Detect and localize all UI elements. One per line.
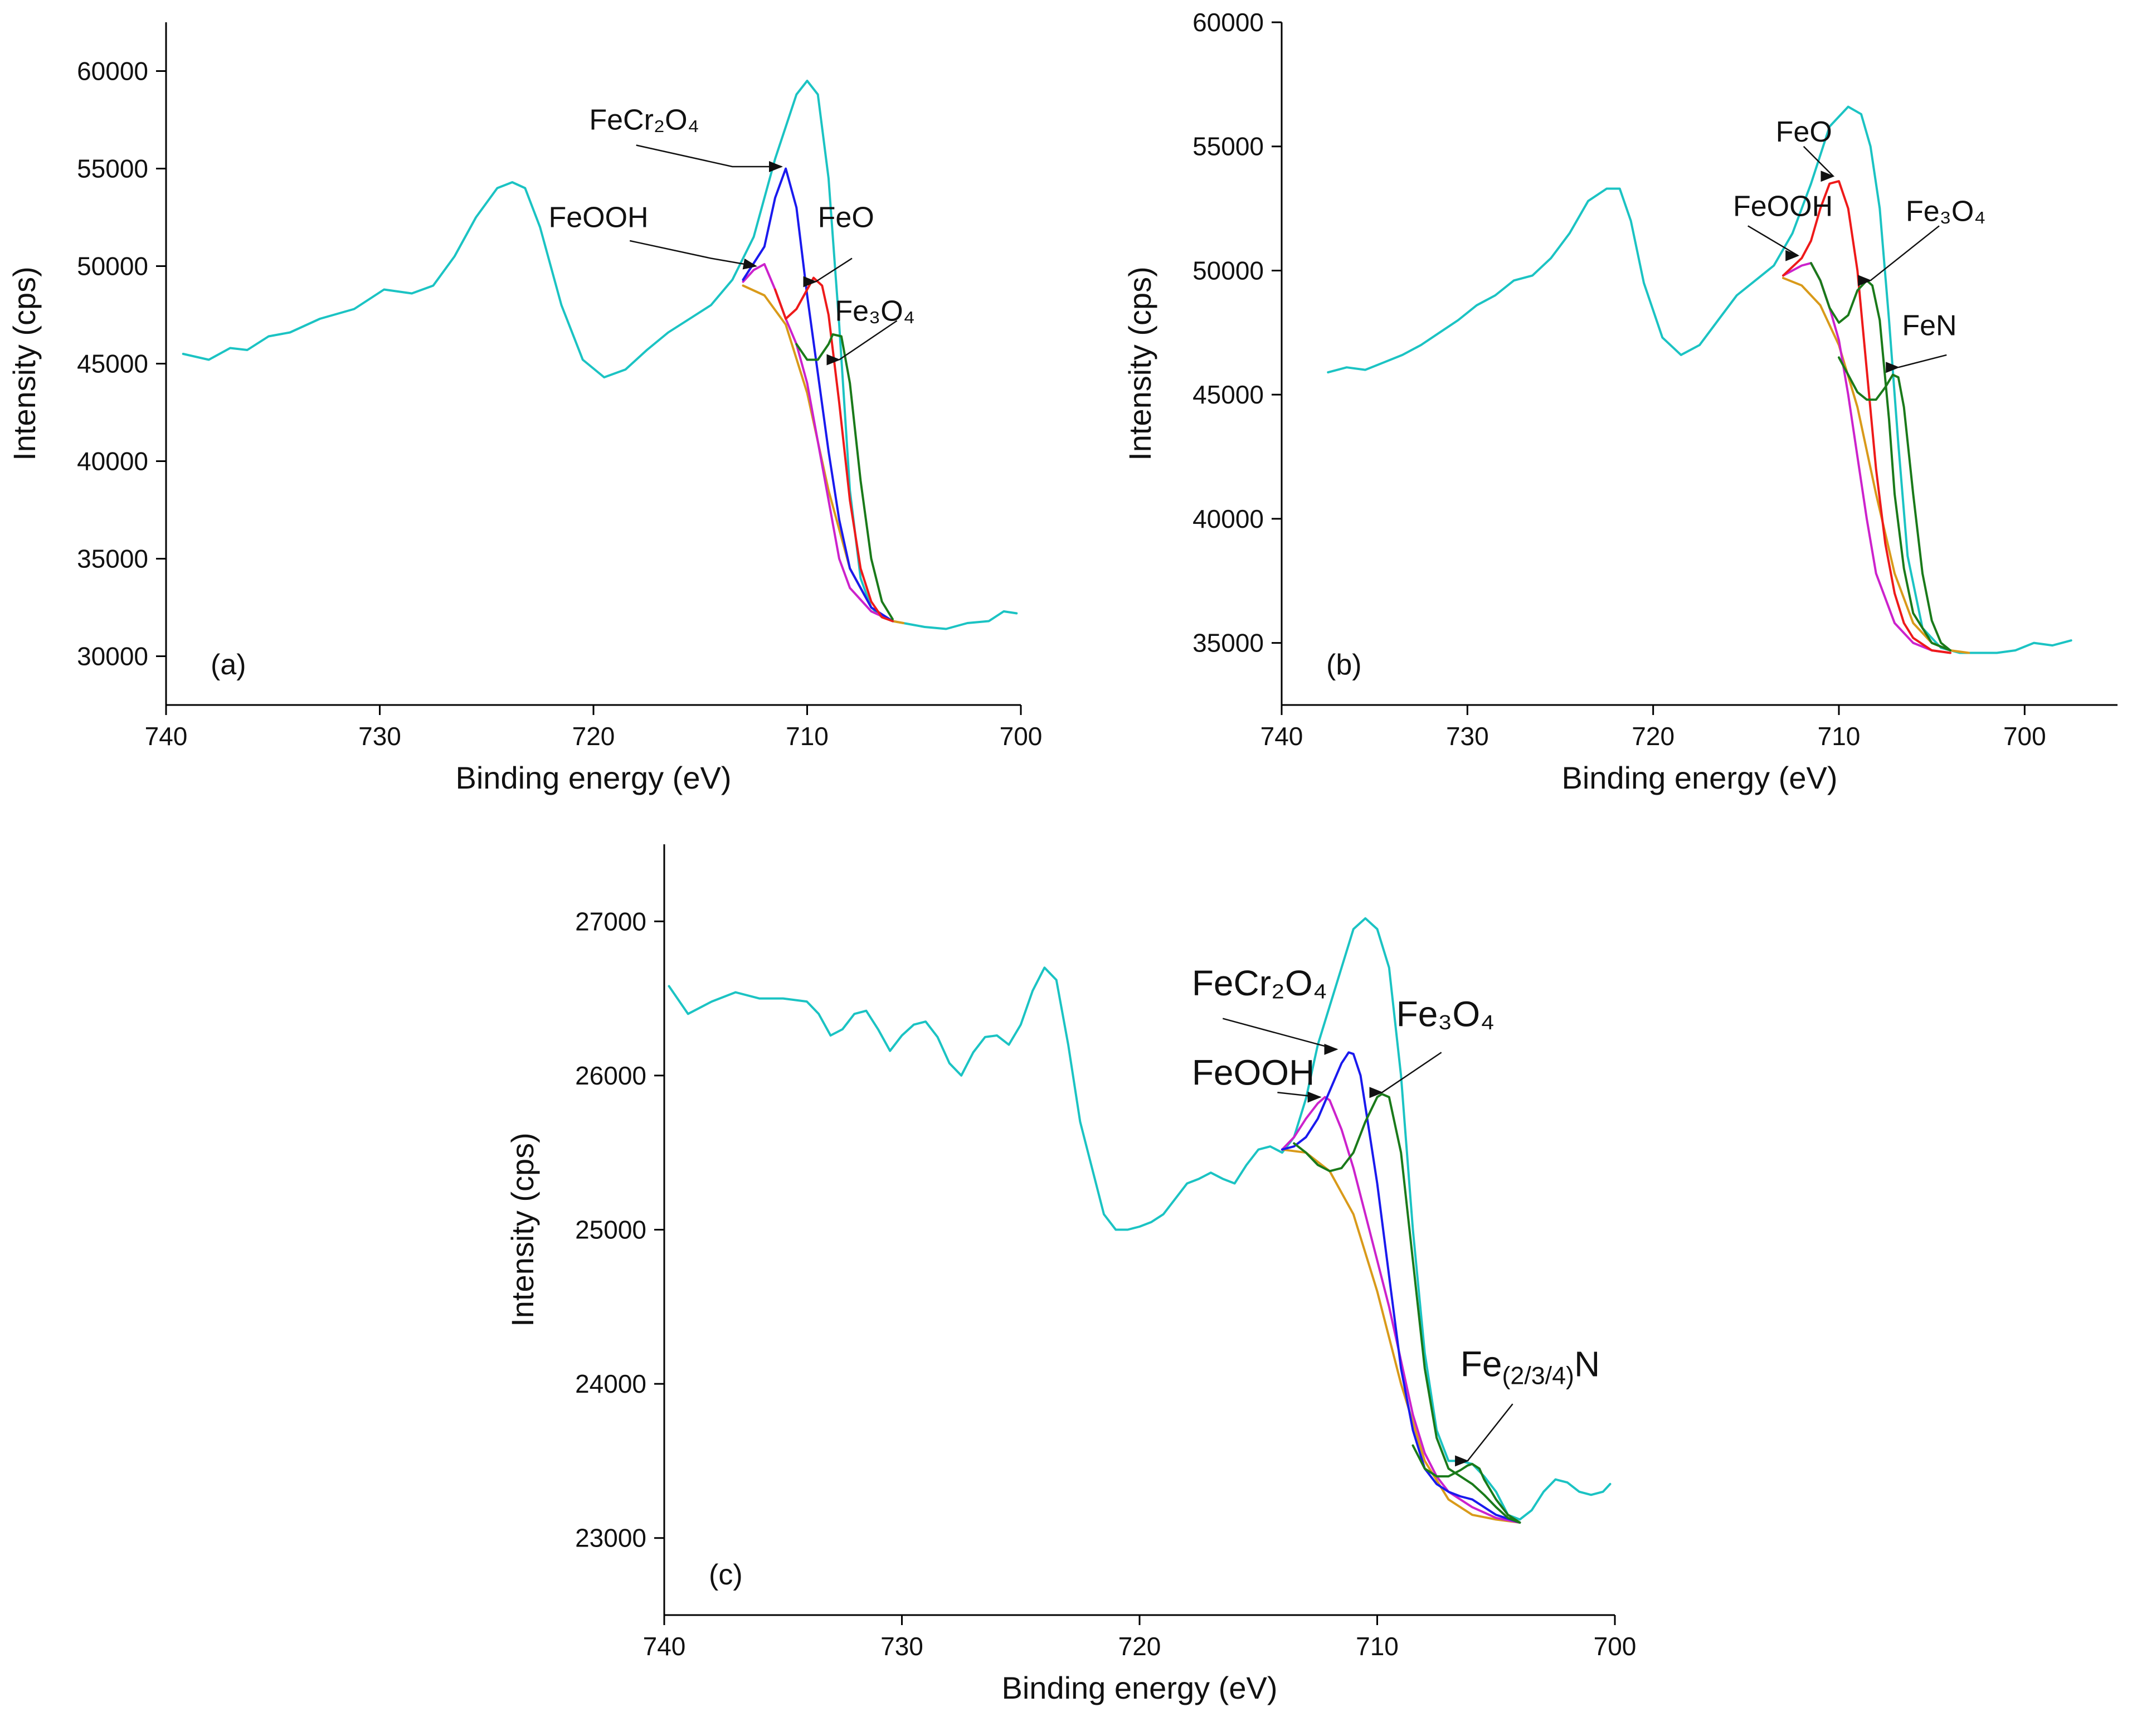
- x-tick-label: 740: [643, 1632, 686, 1661]
- series-envelope: [182, 80, 1018, 630]
- series-fe3o4: [795, 333, 894, 620]
- annotation-label: FeOOH: [1733, 190, 1833, 222]
- y-tick-label: 45000: [77, 349, 148, 378]
- series-fe-2-3-4-n: [1411, 1444, 1521, 1524]
- y-axis-title: Intensity (cps): [7, 266, 42, 461]
- x-tick-label: 740: [145, 722, 188, 751]
- x-tick-label: 730: [880, 1632, 923, 1661]
- y-tick-label: 60000: [1192, 8, 1264, 37]
- annotation-label: Fe₃O₄: [1396, 994, 1495, 1034]
- annotation-label: Fe₃O₄: [1906, 195, 1986, 227]
- annotation-arrow: [629, 240, 757, 270]
- y-tick-label: 26000: [575, 1061, 646, 1090]
- annotation-label: FeCr₂O₄: [589, 104, 699, 137]
- annotation-arrow: [1897, 354, 1947, 370]
- annotation-arrow: [814, 257, 853, 283]
- panel-label: (a): [211, 649, 246, 681]
- y-tick-label: 45000: [1192, 380, 1264, 409]
- y-tick-label: 27000: [575, 907, 646, 936]
- x-axis-title: Binding energy (eV): [456, 760, 732, 795]
- annotation-label: FeO: [1776, 116, 1832, 148]
- x-tick-label: 720: [1118, 1632, 1161, 1661]
- annotation-arrow: [1277, 1090, 1322, 1102]
- series-envelope: [668, 917, 1612, 1521]
- series-fe3o4: [1293, 1093, 1521, 1524]
- y-tick-label: 23000: [575, 1524, 646, 1553]
- x-axis-title: Binding energy (eV): [1562, 760, 1838, 795]
- y-tick-label: 24000: [575, 1369, 646, 1398]
- x-tick-label: 730: [1446, 722, 1489, 751]
- annotation-arrow: [838, 320, 898, 361]
- x-tick-label: 710: [786, 722, 829, 751]
- panel-a: 740 730 720 710 700 30000 35000 40000 45000 50000…: [7, 22, 1042, 795]
- y-tick-label: 35000: [77, 544, 148, 573]
- x-tick-label: 730: [358, 722, 401, 751]
- series-envelope: [1327, 105, 2072, 654]
- x-tick-label: 700: [1000, 722, 1043, 751]
- x-tick-label: 700: [2003, 722, 2046, 751]
- annotation-arrow: [636, 144, 783, 172]
- series-background: [742, 284, 905, 624]
- panel-label: (c): [709, 1559, 743, 1591]
- x-axis-title: Binding energy (eV): [1002, 1670, 1278, 1705]
- series-feo: [774, 276, 894, 623]
- annotation-arrow: [1748, 225, 1799, 256]
- series-background: [1281, 1148, 1521, 1524]
- panel-b: 740 730 720 710 700 35000 40000 45000 50000 55000…: [1122, 8, 2118, 795]
- annotation-arrow: [1803, 145, 1834, 177]
- series-fecr2o4: [742, 167, 894, 623]
- x-tick-label: 720: [572, 722, 615, 751]
- series-feooh: [742, 263, 894, 623]
- annotation-label: FeCr₂O₄: [1192, 963, 1327, 1003]
- y-tick-label: 35000: [1192, 629, 1264, 658]
- y-tick-label: 30000: [77, 642, 148, 671]
- y-tick-label: 50000: [1192, 256, 1264, 285]
- annotation-arrow: [1869, 225, 1940, 281]
- annotation-label: FeOOH: [548, 202, 648, 234]
- annotation-arrow: [1222, 1018, 1338, 1052]
- annotation-label: Fe₃O₄: [835, 295, 915, 328]
- x-tick-label: 720: [1632, 722, 1675, 751]
- series-fen: [1838, 356, 1951, 651]
- y-axis-title: Intensity (cps): [505, 1132, 540, 1327]
- y-axis-title: Intensity (cps): [1122, 266, 1157, 461]
- annotation-label: FeOOH: [1192, 1052, 1315, 1092]
- annotation-arrow: [1467, 1403, 1513, 1462]
- y-tick-label: 25000: [575, 1215, 646, 1244]
- panel-c: 740 730 720 710 700 23000 24000 25000 26000 27000…: [505, 844, 1636, 1705]
- annotation-arrow: [1380, 1052, 1442, 1093]
- series-fe3o4: [1810, 262, 1951, 651]
- x-tick-label: 700: [1594, 1632, 1637, 1661]
- y-tick-label: 40000: [1192, 504, 1264, 533]
- y-tick-label: 40000: [77, 447, 148, 476]
- x-tick-label: 710: [1356, 1632, 1399, 1661]
- series-feo: [1782, 180, 1951, 654]
- panel-label: (b): [1326, 649, 1362, 681]
- annotation-label: FeN: [1902, 309, 1956, 342]
- y-tick-label: 55000: [1192, 132, 1264, 161]
- x-tick-label: 710: [1818, 722, 1861, 751]
- y-tick-label: 50000: [77, 252, 148, 281]
- y-tick-label: 60000: [77, 57, 148, 86]
- annotation-label: Fe(2/3/4)N: [1461, 1344, 1600, 1389]
- series-fecr2o4: [1281, 1051, 1521, 1524]
- y-tick-label: 55000: [77, 154, 148, 183]
- annotation-label: FeO: [818, 202, 874, 234]
- x-tick-label: 740: [1260, 722, 1303, 751]
